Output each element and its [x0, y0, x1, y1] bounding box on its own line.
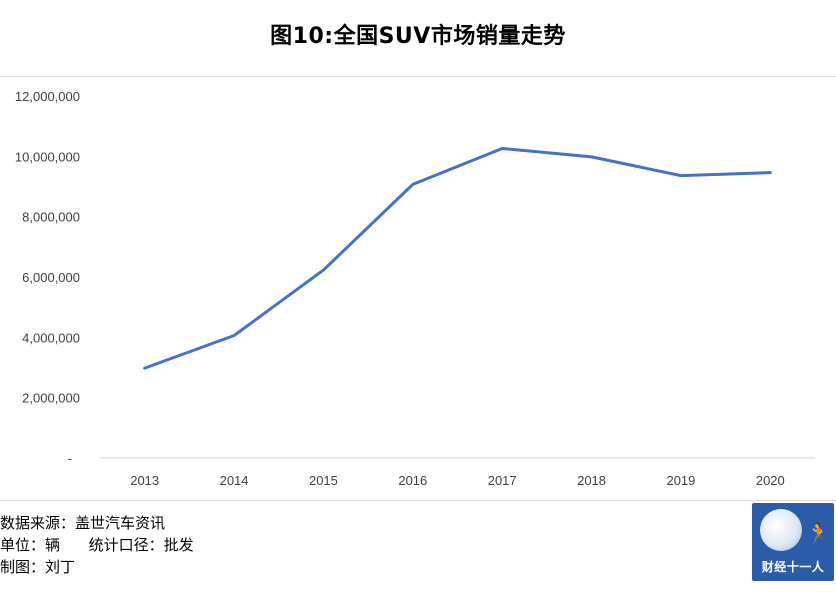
y-tick-label: -	[68, 451, 72, 466]
x-tick-label: 2020	[756, 473, 785, 488]
x-tick-label: 2018	[577, 473, 606, 488]
y-axis-ticks: - 2,000,000 4,000,000 6,000,000 8,000,000 10,…	[15, 89, 80, 466]
chart-title: 图10:全国SUV市场销量走势	[270, 24, 566, 49]
bottom-divider	[0, 500, 836, 501]
x-tick-label: 2017	[488, 473, 517, 488]
author-note: 制图：刘丁	[0, 558, 76, 576]
y-tick-label: 12,000,000	[15, 89, 80, 104]
x-tick-label: 2014	[220, 473, 249, 488]
series-line	[143, 147, 772, 370]
y-tick-label: 6,000,000	[22, 270, 80, 285]
runner-icon: 🏃	[806, 521, 831, 545]
brand-logo: 🏃 财经十一人	[752, 503, 834, 581]
source-note: 数据来源：盖世汽车资讯	[0, 514, 166, 532]
top-divider	[0, 76, 836, 77]
x-tick-label: 2013	[130, 473, 159, 488]
logo-text: 财经十一人	[761, 560, 825, 574]
y-tick-label: 2,000,000	[22, 391, 80, 406]
x-tick-label: 2016	[398, 473, 427, 488]
globe-icon	[760, 509, 802, 551]
unit-note: 单位：辆 统计口径：批发	[0, 536, 194, 554]
chart-notes: 数据来源：盖世汽车资讯 单位：辆 统计口径：批发 制图：刘丁	[0, 512, 194, 578]
line-chart: - 2,000,000 4,000,000 6,000,000 8,000,000 10,…	[15, 89, 815, 488]
x-tick-label: 2015	[309, 473, 338, 488]
y-tick-label: 10,000,000	[15, 149, 80, 164]
x-axis-ticks: 2013 2014 2015 2016 2017 2018 2019 2020	[130, 473, 785, 488]
x-tick-label: 2019	[666, 473, 695, 488]
y-tick-label: 8,000,000	[22, 210, 80, 225]
y-tick-label: 4,000,000	[22, 330, 80, 345]
